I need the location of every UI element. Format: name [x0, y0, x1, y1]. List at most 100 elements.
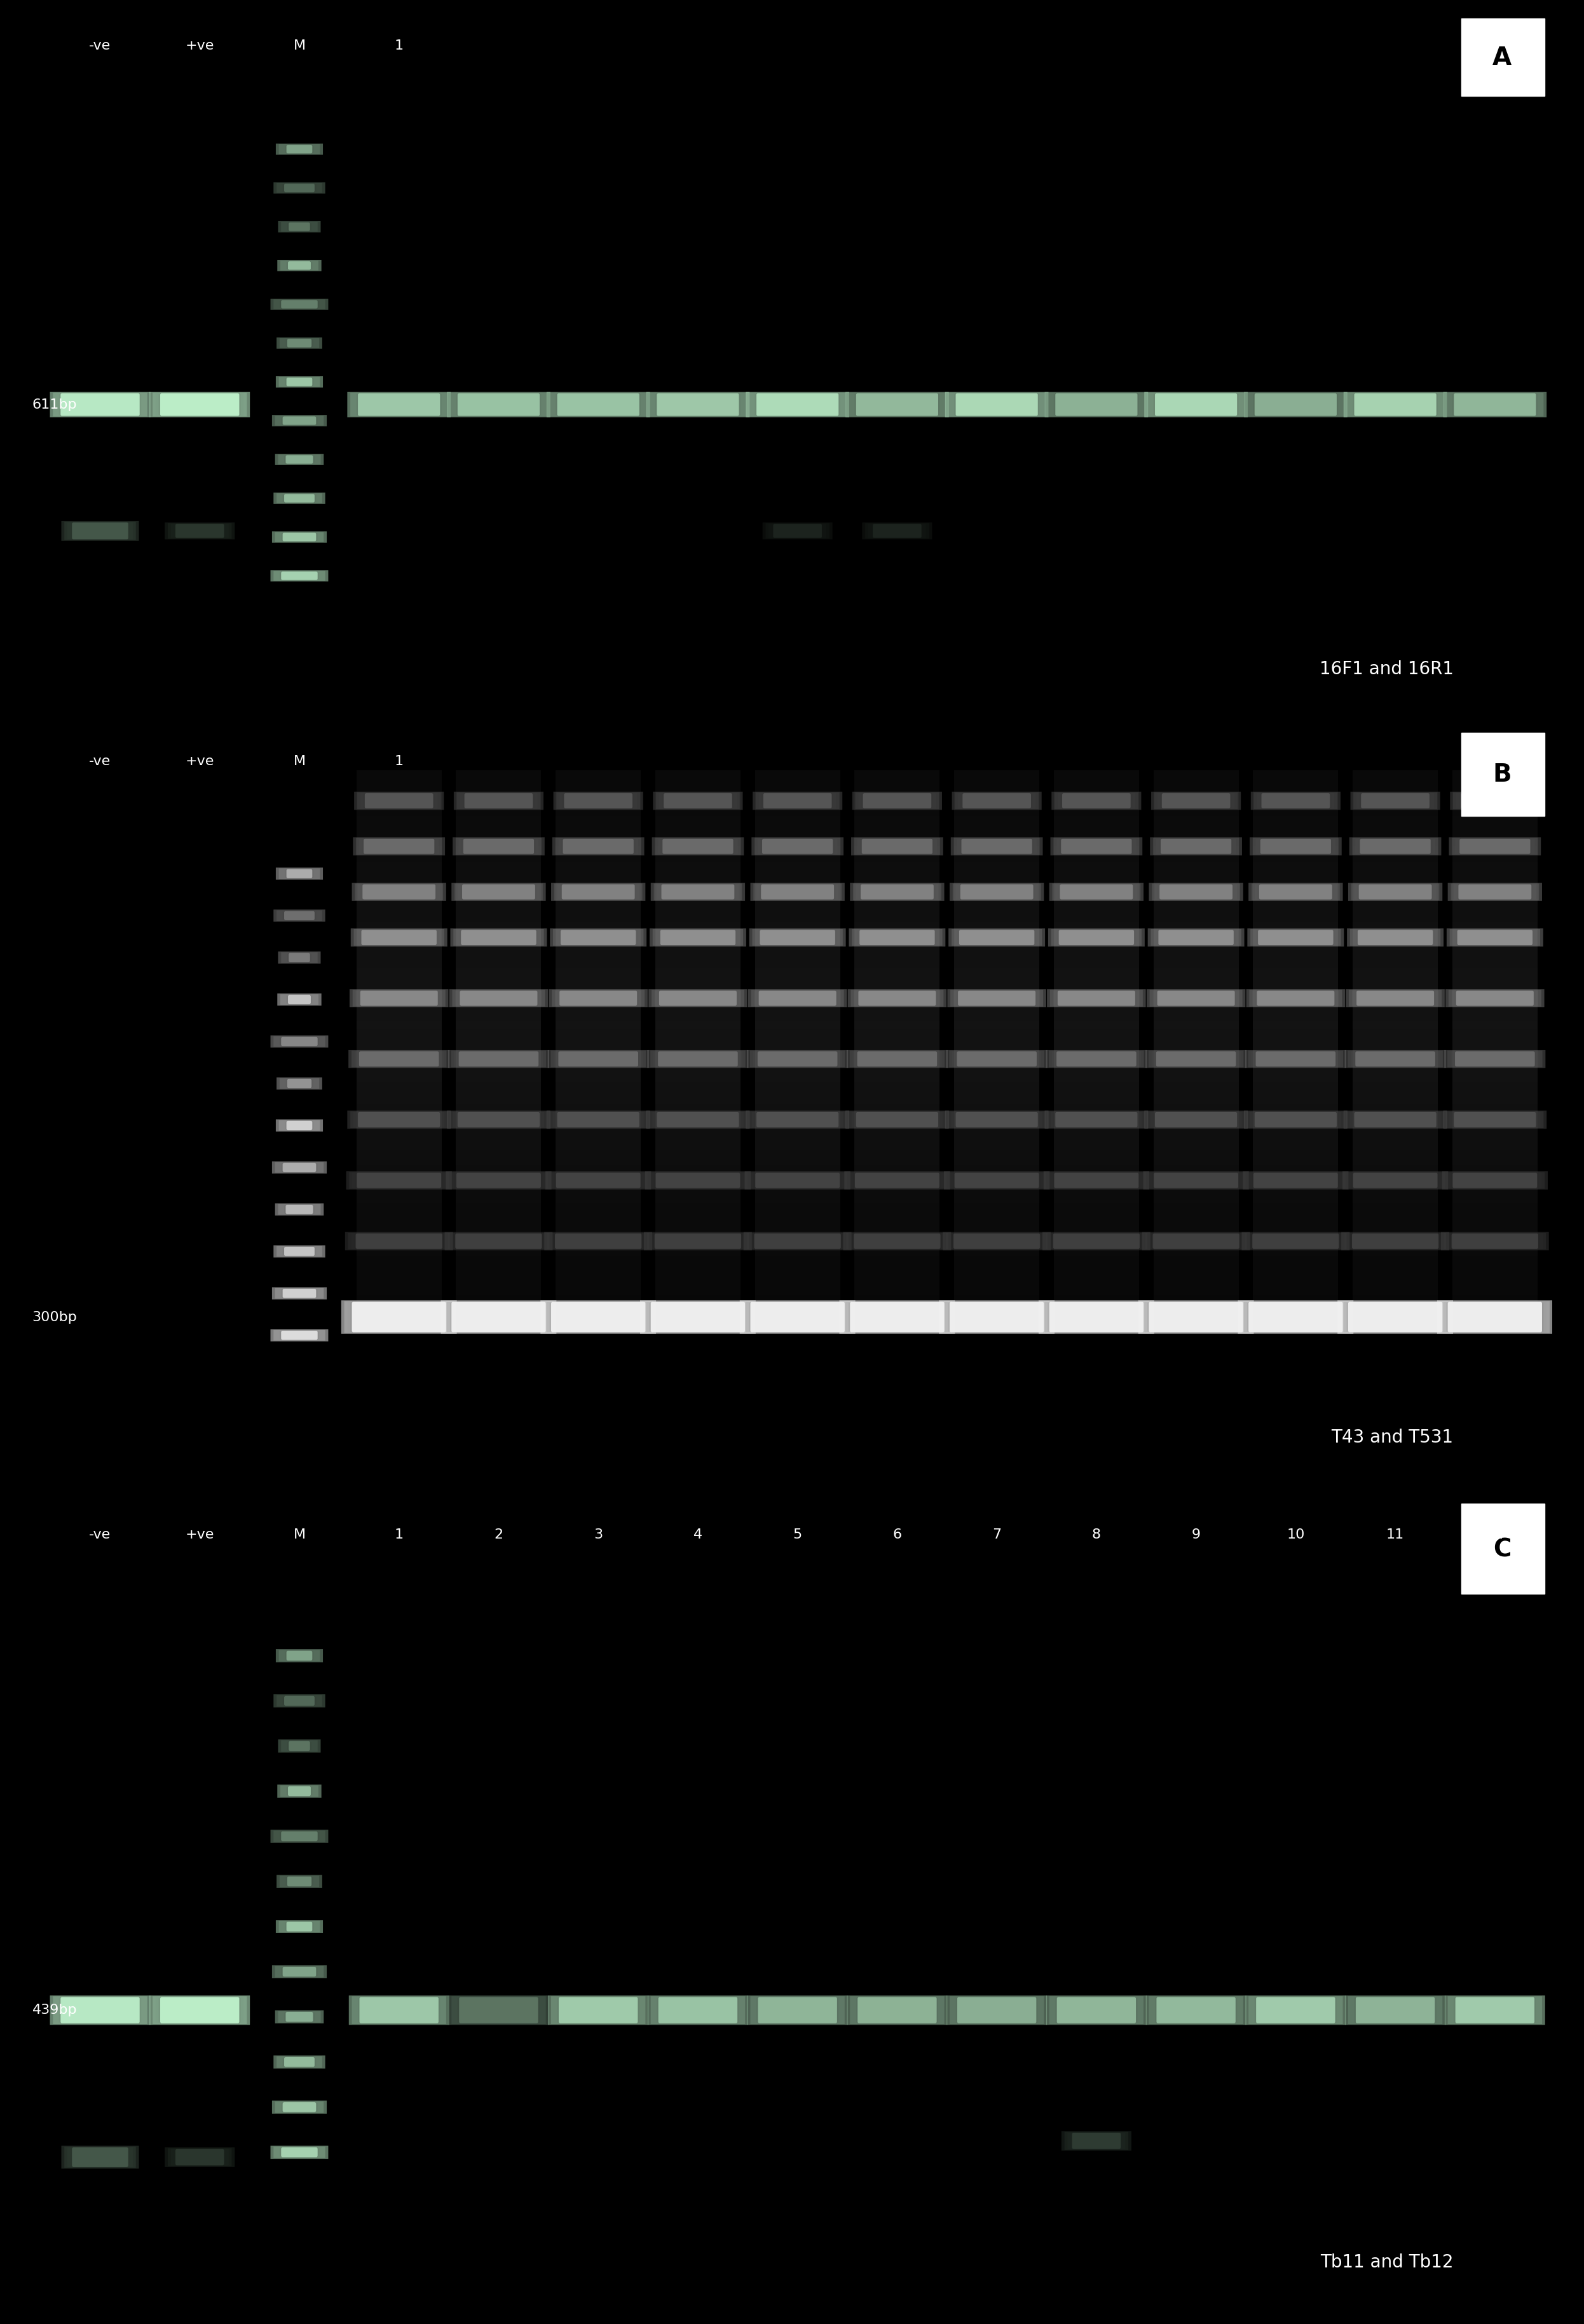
- Bar: [1053, 1174, 1139, 1181]
- Bar: [954, 1143, 1039, 1150]
- Bar: [356, 1037, 442, 1043]
- FancyBboxPatch shape: [561, 839, 635, 853]
- FancyBboxPatch shape: [1359, 795, 1430, 809]
- FancyBboxPatch shape: [447, 1301, 550, 1332]
- FancyBboxPatch shape: [757, 1999, 838, 2022]
- Bar: [854, 1278, 939, 1287]
- FancyBboxPatch shape: [556, 1113, 642, 1127]
- FancyBboxPatch shape: [271, 2145, 328, 2159]
- FancyBboxPatch shape: [448, 1050, 550, 1069]
- Bar: [1253, 1104, 1338, 1113]
- Bar: [756, 1174, 840, 1181]
- FancyBboxPatch shape: [287, 1787, 312, 1794]
- FancyBboxPatch shape: [458, 1999, 540, 2022]
- FancyBboxPatch shape: [1346, 990, 1445, 1006]
- FancyBboxPatch shape: [1345, 1996, 1446, 2024]
- FancyBboxPatch shape: [276, 532, 323, 541]
- Bar: [656, 983, 740, 990]
- FancyBboxPatch shape: [271, 1329, 328, 1341]
- FancyBboxPatch shape: [282, 1248, 317, 1255]
- FancyBboxPatch shape: [1248, 1301, 1343, 1332]
- Bar: [1453, 906, 1538, 916]
- FancyBboxPatch shape: [1057, 1996, 1136, 2024]
- FancyBboxPatch shape: [68, 2147, 133, 2166]
- FancyBboxPatch shape: [280, 495, 318, 502]
- FancyBboxPatch shape: [1343, 1111, 1446, 1129]
- Bar: [1453, 899, 1538, 906]
- FancyBboxPatch shape: [653, 1113, 743, 1127]
- FancyBboxPatch shape: [751, 990, 844, 1006]
- Bar: [656, 869, 740, 876]
- Bar: [1353, 802, 1438, 809]
- FancyBboxPatch shape: [1055, 1053, 1137, 1067]
- FancyBboxPatch shape: [450, 990, 548, 1006]
- FancyBboxPatch shape: [754, 1174, 841, 1188]
- FancyBboxPatch shape: [171, 523, 228, 537]
- Bar: [1053, 990, 1139, 999]
- Bar: [1453, 853, 1538, 862]
- Bar: [1253, 1287, 1338, 1294]
- FancyBboxPatch shape: [843, 1301, 952, 1334]
- Bar: [954, 846, 1039, 853]
- Bar: [556, 906, 642, 916]
- Bar: [854, 809, 939, 816]
- FancyBboxPatch shape: [656, 1174, 740, 1188]
- FancyBboxPatch shape: [59, 1999, 141, 2022]
- Bar: [954, 1188, 1039, 1195]
- FancyBboxPatch shape: [1242, 1232, 1350, 1250]
- Bar: [1353, 1218, 1438, 1227]
- FancyBboxPatch shape: [284, 953, 315, 962]
- FancyBboxPatch shape: [279, 456, 320, 465]
- FancyBboxPatch shape: [277, 1332, 322, 1341]
- Bar: [656, 1211, 740, 1218]
- FancyBboxPatch shape: [749, 1111, 846, 1127]
- FancyBboxPatch shape: [277, 1785, 322, 1799]
- Bar: [556, 876, 642, 885]
- FancyBboxPatch shape: [287, 223, 312, 230]
- Text: 12: 12: [1486, 1529, 1503, 1541]
- Bar: [954, 1278, 1039, 1287]
- Bar: [756, 1257, 840, 1264]
- FancyBboxPatch shape: [458, 1113, 540, 1127]
- FancyBboxPatch shape: [160, 1996, 239, 2024]
- FancyBboxPatch shape: [451, 1050, 546, 1067]
- Bar: [1353, 1060, 1438, 1067]
- Bar: [656, 853, 740, 862]
- FancyBboxPatch shape: [458, 885, 540, 899]
- Bar: [1053, 1241, 1139, 1248]
- FancyBboxPatch shape: [287, 1922, 312, 1931]
- FancyBboxPatch shape: [282, 532, 317, 541]
- Bar: [954, 1037, 1039, 1043]
- Bar: [356, 1264, 442, 1271]
- Bar: [356, 906, 442, 916]
- Bar: [854, 1271, 939, 1278]
- Bar: [1053, 832, 1139, 839]
- Bar: [854, 885, 939, 892]
- FancyBboxPatch shape: [950, 837, 1042, 855]
- FancyBboxPatch shape: [350, 393, 448, 416]
- Bar: [854, 1211, 939, 1218]
- FancyBboxPatch shape: [854, 1113, 939, 1127]
- Bar: [1153, 1030, 1239, 1037]
- Bar: [456, 990, 542, 999]
- FancyBboxPatch shape: [463, 839, 534, 853]
- FancyBboxPatch shape: [1357, 885, 1434, 899]
- FancyBboxPatch shape: [1449, 393, 1541, 416]
- FancyBboxPatch shape: [285, 1878, 314, 1885]
- FancyBboxPatch shape: [453, 1113, 545, 1127]
- Bar: [854, 786, 939, 792]
- Bar: [556, 1030, 642, 1037]
- Bar: [656, 1195, 740, 1204]
- FancyBboxPatch shape: [280, 300, 318, 307]
- FancyBboxPatch shape: [1437, 1301, 1552, 1334]
- Bar: [854, 1050, 939, 1060]
- Bar: [1253, 899, 1338, 906]
- FancyBboxPatch shape: [280, 1332, 318, 1341]
- Bar: [1053, 1013, 1139, 1020]
- Bar: [756, 1271, 840, 1278]
- Text: 9: 9: [1191, 1529, 1201, 1541]
- Bar: [1353, 1150, 1438, 1157]
- FancyBboxPatch shape: [1337, 1301, 1453, 1334]
- Bar: [356, 839, 442, 846]
- FancyBboxPatch shape: [854, 395, 939, 416]
